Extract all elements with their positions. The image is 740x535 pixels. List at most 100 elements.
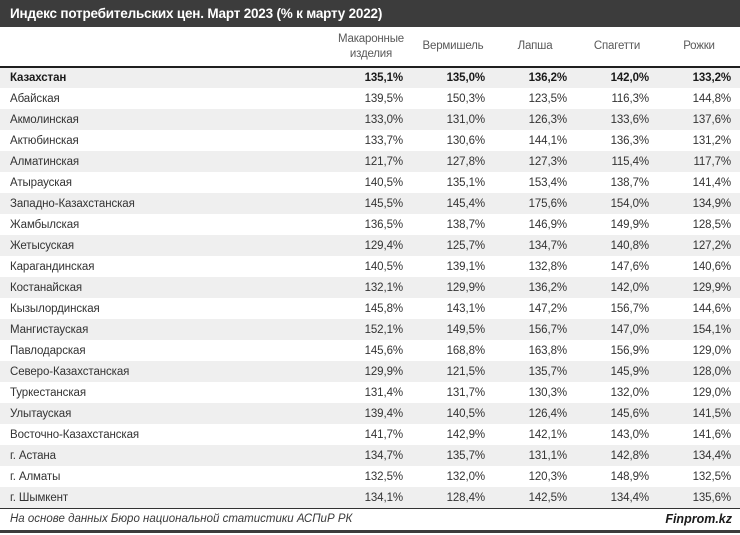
table-row: Атырауская 140,5% 135,1% 153,4% 138,7% 141,4%	[0, 172, 740, 193]
region-cell: Карагандинская	[10, 260, 95, 273]
value-cell: 145,4%	[446, 197, 486, 210]
value-cell: 139,5%	[364, 92, 404, 105]
value-cell: 132,5%	[692, 470, 732, 483]
value-cell: 132,0%	[610, 386, 650, 399]
column-header-3: Лапша	[494, 27, 576, 68]
table-row: Костанайская 132,1% 129,9% 136,2% 142,0% 129,…	[0, 277, 740, 298]
value-cell: 140,5%	[364, 176, 404, 189]
value-cell: 153,4%	[528, 176, 568, 189]
value-cell: 140,5%	[364, 260, 404, 273]
table-row: г. Астана 134,7% 135,7% 131,1% 142,8% 134,4%	[0, 445, 740, 466]
value-cell: 134,7%	[528, 239, 568, 252]
value-cell: 145,6%	[610, 407, 650, 420]
value-cell: 133,6%	[610, 113, 650, 126]
value-cell: 128,0%	[692, 365, 732, 378]
value-cell: 156,7%	[610, 302, 650, 315]
value-cell: 144,8%	[692, 92, 732, 105]
region-cell: Северо-Казахстанская	[10, 365, 130, 378]
value-cell: 121,7%	[364, 155, 404, 168]
value-cell: 116,3%	[611, 92, 649, 105]
value-cell: 149,5%	[446, 323, 486, 336]
value-cell: 135,6%	[692, 491, 732, 504]
value-cell: 140,6%	[692, 260, 732, 273]
region-cell: г. Шымкент	[10, 491, 69, 504]
value-cell: 131,0%	[446, 113, 486, 126]
table-row: Жетысуская 129,4% 125,7% 134,7% 140,8% 127,2%	[0, 235, 740, 256]
value-cell: 127,8%	[446, 155, 486, 168]
value-cell: 131,7%	[446, 386, 486, 399]
column-header-1: Макаронные изделия	[330, 27, 412, 68]
value-cell: 139,1%	[446, 260, 486, 273]
region-cell: г. Алматы	[10, 470, 61, 483]
value-cell: 146,9%	[528, 218, 568, 231]
value-cell: 141,6%	[692, 428, 732, 441]
value-cell: 137,6%	[692, 113, 732, 126]
value-cell: 149,9%	[610, 218, 650, 231]
value-cell: 135,1%	[364, 72, 404, 84]
value-cell: 142,5%	[528, 491, 568, 504]
value-cell: 135,7%	[446, 449, 486, 462]
value-cell: 147,2%	[528, 302, 568, 315]
value-cell: 143,1%	[446, 302, 486, 315]
table-header: Макаронные изделия Вермишель Лапша Спагетти…	[0, 27, 740, 68]
value-cell: 141,4%	[692, 176, 732, 189]
title-bar: Индекс потребительских цен. Март 2023 (%…	[0, 0, 740, 27]
table-row: Кызылординская 145,8% 143,1% 147,2% 156,7% 14…	[0, 298, 740, 319]
value-cell: 125,7%	[446, 239, 486, 252]
value-cell: 148,9%	[610, 470, 650, 483]
value-cell: 138,7%	[446, 218, 486, 231]
table-row: Казахстан 135,1% 135,0% 136,2% 142,0% 133,2%	[0, 67, 740, 88]
value-cell: 141,7%	[364, 428, 404, 441]
value-cell: 156,9%	[610, 344, 650, 357]
value-cell: 132,8%	[528, 260, 568, 273]
value-cell: 141,5%	[692, 407, 732, 420]
value-cell: 139,4%	[364, 407, 404, 420]
value-cell: 142,0%	[610, 72, 650, 84]
region-cell: Абайская	[10, 92, 60, 105]
region-cell: Восточно-Казахстанская	[10, 428, 140, 441]
value-cell: 136,5%	[364, 218, 404, 231]
value-cell: 140,8%	[610, 239, 650, 252]
value-cell: 120,3%	[528, 470, 568, 483]
value-cell: 145,9%	[610, 365, 650, 378]
value-cell: 142,8%	[610, 449, 650, 462]
value-cell: 132,1%	[364, 281, 404, 294]
region-cell: Костанайская	[10, 281, 83, 294]
table-row: Абайская 139,5% 150,3% 123,5% 116,3% 144,8%	[0, 88, 740, 109]
table-row: Акмолинская 133,0% 131,0% 126,3% 133,6% 137,6…	[0, 109, 740, 130]
value-cell: 123,5%	[528, 92, 568, 105]
value-cell: 130,3%	[528, 386, 568, 399]
table-row: Актюбинская 133,7% 130,6% 144,1% 136,3% 131,2…	[0, 130, 740, 151]
value-cell: 133,7%	[364, 134, 404, 147]
page-title: Индекс потребительских цен. Март 2023 (%…	[10, 6, 383, 21]
value-cell: 154,0%	[610, 197, 650, 210]
value-cell: 163,8%	[528, 344, 568, 357]
region-cell: Алматинская	[10, 155, 80, 168]
region-cell: Атырауская	[10, 176, 72, 189]
value-cell: 134,7%	[364, 449, 404, 462]
column-header-2: Вермишель	[412, 27, 494, 68]
region-cell: Западно-Казахстанская	[10, 197, 135, 210]
region-cell: Жетысуская	[10, 239, 75, 252]
value-cell: 133,2%	[692, 72, 732, 84]
value-cell: 147,6%	[610, 260, 650, 273]
value-cell: 128,4%	[446, 491, 486, 504]
value-cell: 138,7%	[610, 176, 650, 189]
value-cell: 127,3%	[528, 155, 568, 168]
value-cell: 145,5%	[364, 197, 404, 210]
region-cell: г. Астана	[10, 449, 56, 462]
source-note: На основе данных Бюро национальной стати…	[10, 513, 353, 525]
column-header-5: Рожки	[658, 27, 740, 68]
region-cell: Акмолинская	[10, 113, 79, 126]
value-cell: 145,6%	[364, 344, 404, 357]
table-row: Павлодарская 145,6% 168,8% 163,8% 156,9% 129,…	[0, 340, 740, 361]
value-cell: 144,6%	[692, 302, 732, 315]
value-cell: 133,0%	[364, 113, 404, 126]
table-row: Алматинская 121,7% 127,8% 127,3% 115,4% 117,7…	[0, 151, 740, 172]
table-body: Казахстан 135,1% 135,0% 136,2% 142,0% 133,2% А…	[0, 67, 740, 508]
value-cell: 129,9%	[364, 365, 404, 378]
value-cell: 136,2%	[528, 72, 568, 84]
value-cell: 147,0%	[610, 323, 650, 336]
region-cell: Жамбылская	[10, 218, 80, 231]
table-row: г. Алматы 132,5% 132,0% 120,3% 148,9% 132,5%	[0, 466, 740, 487]
